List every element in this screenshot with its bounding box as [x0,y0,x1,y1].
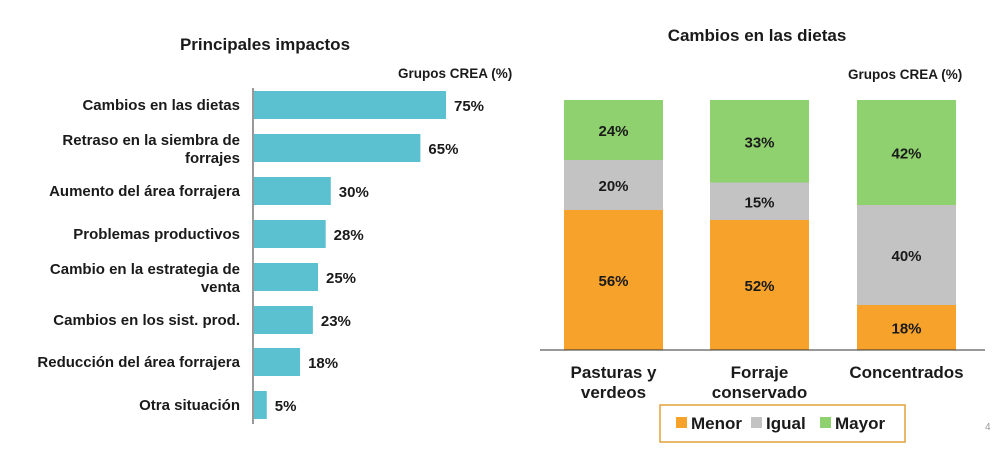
impact-value-label: 5% [275,398,297,415]
legend-frame [659,404,906,443]
legend-label-menor: Menor [691,414,742,433]
diet-category-line: Pasturas y [571,363,658,382]
diet-segment-label: 52% [744,278,774,295]
impact-value-label: 65% [428,141,458,158]
diet-segment-label: 56% [598,273,628,290]
impact-category-line: Retraso en la siembra de [62,132,240,149]
diet-segment-mayor [710,100,809,183]
diet-segment-igual [857,205,956,305]
impacts-chart: Principales impactos Grupos CREA (%) 75%… [37,35,512,424]
diet-segment-menor [857,305,956,350]
diet-stacked-bars: 56% 20% 24% 52% 15% 33% 18% 40% 42% [564,100,956,350]
impact-value-label: 28% [334,227,364,244]
impact-category-line: Reducción del área forrajera [37,354,240,371]
impact-category-line: venta [201,279,241,296]
impact-bar [254,306,313,334]
page-number: 4 [985,422,991,433]
impact-bar [254,177,331,205]
impact-category-label: Retraso en la siembra de forrajes [62,132,240,167]
impact-value-label: 30% [339,184,369,201]
legend-swatch-igual [751,417,762,428]
legend-label-mayor: Mayor [835,414,885,433]
diet-changes-chart: Cambios en las dietas Grupos CREA (%) 56… [540,26,985,443]
impact-bar [254,391,267,419]
diet-category-label: Pasturas y verdeos [571,363,658,402]
impact-category-line: Otra situación [139,397,240,414]
impact-value-label: 18% [308,355,338,372]
impact-bar [254,134,421,162]
impact-category-label: Reducción del área forrajera [37,354,240,371]
diet-segment-igual [710,182,809,220]
diet-units-label: Grupos CREA (%) [848,67,962,82]
impact-category-line: Cambio en la estrategia de [50,261,240,278]
diet-segment-igual [564,160,663,210]
impact-category-line: Aumento del área forrajera [49,183,241,200]
diet-chart-title: Cambios en las dietas [668,26,847,45]
legend-swatch-menor [676,417,687,428]
impacts-units-label: Grupos CREA (%) [398,66,512,81]
impact-value-label: 75% [454,98,484,115]
diet-category-line: conservado [712,383,807,402]
impact-category-line: Cambios en las dietas [82,97,240,114]
diet-category-line: verdeos [581,383,646,402]
impacts-chart-title: Principales impactos [180,35,350,54]
diet-segment-label: 42% [891,146,921,163]
diet-segment-mayor [857,100,956,205]
diet-legend: Menor Igual Mayor [659,404,906,443]
impacts-bars: 75% Cambios en las dietas 65% Retraso en la… [37,91,484,419]
diet-segment-menor [564,210,663,350]
impact-bar [254,263,318,291]
impact-value-label: 25% [326,270,356,287]
diet-segment-label: 33% [744,134,774,151]
diet-segment-label: 15% [744,194,774,211]
impact-category-label: Otra situación [139,397,240,414]
impact-value-label: 23% [321,313,351,330]
impact-bar [254,348,301,376]
diet-category-line: Forraje [731,363,789,382]
diet-x-categories: Pasturas y verdeos Forraje conservado Concen… [571,363,964,402]
diet-segment-label: 40% [891,248,921,265]
diet-segment-label: 20% [598,178,628,195]
impact-category-line: forrajes [185,150,240,167]
impact-category-line: Problemas productivos [73,226,240,243]
impact-bar [254,220,326,248]
legend-label-igual: Igual [766,414,806,433]
impact-bar [254,91,446,119]
impact-category-label: Problemas productivos [73,226,240,243]
legend-swatch-mayor [820,417,831,428]
impact-category-label: Cambios en las dietas [82,97,240,114]
diet-category-label: Concentrados [849,363,963,382]
impact-category-label: Aumento del área forrajera [49,183,241,200]
diet-segment-label: 18% [891,321,921,338]
impact-category-label: Cambio en la estrategia de venta [50,261,241,296]
impact-category-label: Cambios en los sist. prod. [53,312,240,329]
diet-segment-mayor [564,100,663,160]
diet-category-line: Concentrados [849,363,963,382]
diet-segment-menor [710,220,809,350]
impact-category-line: Cambios en los sist. prod. [53,312,240,329]
diet-category-label: Forraje conservado [712,363,807,402]
diet-segment-label: 24% [598,123,628,140]
